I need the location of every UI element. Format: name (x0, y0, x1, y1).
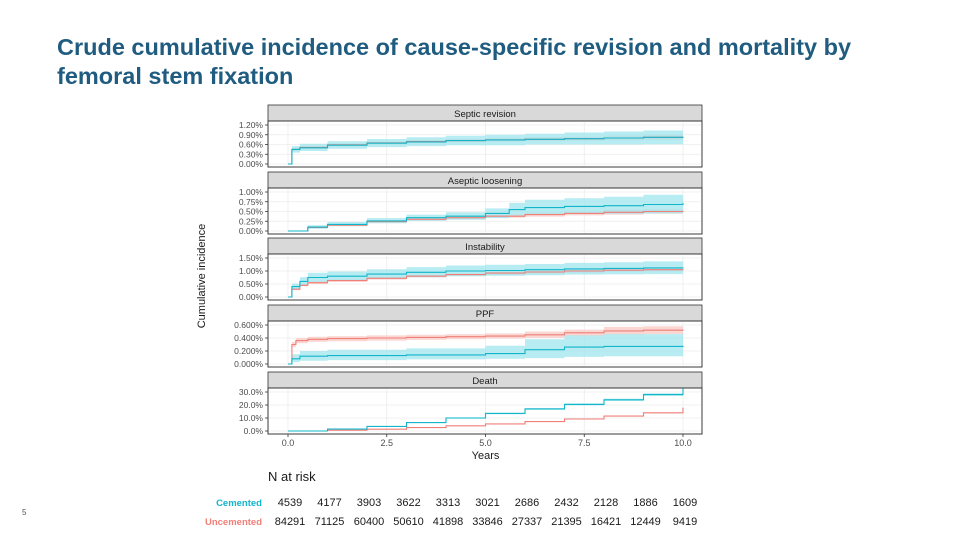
uncemented-incidence-line (288, 269, 684, 298)
y-axis-label: Cumulative incidence (196, 224, 208, 329)
y-tick-label: 0.600% (234, 320, 263, 330)
x-tick-label: 0.0 (282, 438, 295, 448)
risk-table-cell: 27337 (512, 516, 543, 528)
panel-border (267, 253, 703, 301)
facet-strip-label: PPF (476, 309, 495, 320)
panel-border (267, 387, 703, 435)
risk-table-cell: 4177 (317, 497, 341, 509)
y-tick-label: 10.0% (239, 413, 264, 423)
y-tick-label: 0.000% (234, 359, 263, 369)
risk-table-row-label: Cemented (216, 498, 262, 509)
y-tick-label: 0.60% (239, 140, 264, 150)
risk-table-title: N at risk (268, 469, 316, 484)
risk-table-cell: 1609 (673, 497, 697, 509)
y-tick-label: 0.30% (239, 149, 264, 159)
risk-table-cell: 3622 (396, 497, 420, 509)
uncemented-incidence-line (288, 407, 684, 432)
uncemented-incidence-line (288, 329, 684, 365)
facet-strip-label: Instability (465, 242, 505, 253)
cemented-incidence-line (288, 345, 684, 365)
y-tick-label: 0.00% (239, 226, 264, 236)
facet-panel: PPF 0.000% 0.200% 0.400% 0.600% (234, 304, 703, 369)
risk-table-cell: 4539 (278, 497, 302, 509)
x-tick-label: 5.0 (479, 438, 492, 448)
facet-panel: Septic revision 0.00%0.30%0.60%0.90%1.20% (239, 104, 703, 169)
uncemented-confidence-band (288, 325, 683, 364)
risk-table-cell: 84291 (275, 516, 306, 528)
cemented-incidence-line (288, 267, 684, 298)
y-tick-label: 1.00% (239, 266, 264, 276)
risk-table-cell: 60400 (354, 516, 385, 528)
y-tick-label: 1.20% (239, 120, 264, 130)
risk-table-cell: 21395 (551, 516, 582, 528)
y-tick-label: 30.0% (239, 387, 264, 397)
risk-table-cell: 9419 (673, 516, 697, 528)
x-tick-label: 7.5 (578, 438, 591, 448)
risk-table-cell: 33846 (472, 516, 503, 528)
facet-strip-label: Death (472, 376, 497, 387)
cemented-confidence-band (288, 332, 683, 364)
risk-table-cell: 50610 (393, 516, 424, 528)
y-tick-label: 0.75% (239, 197, 264, 207)
y-tick-label: 1.00% (239, 187, 264, 197)
slide-number: 5 (22, 508, 27, 517)
risk-table-cell: 3021 (475, 497, 499, 509)
risk-table-cell: 3903 (357, 497, 381, 509)
facet-panel: Aseptic loosening 0.00%0.25%0.50%0.75%1.0… (239, 171, 703, 236)
facet-panel: Death 0.0% 10.0% 20.0% 30.0% (239, 371, 703, 436)
facet-panel: Instability 0.00% 0.50% 1.00% 1.50% (239, 237, 703, 302)
risk-table-cell: 1886 (633, 497, 657, 509)
risk-table-cell: 12449 (630, 516, 661, 528)
y-tick-label: 1.50% (239, 253, 264, 263)
y-tick-label: 0.200% (234, 346, 263, 356)
y-tick-label: 0.0% (244, 426, 264, 436)
risk-table-cell: 71125 (315, 516, 345, 528)
risk-table-cell: 2686 (515, 497, 539, 509)
cemented-incidence-line (288, 202, 684, 232)
y-tick-label: 0.50% (239, 207, 264, 217)
panel-background (267, 387, 703, 435)
y-tick-label: 0.50% (239, 279, 264, 289)
cemented-incidence-line (288, 388, 684, 432)
cemented-confidence-band (288, 260, 683, 297)
risk-table-cell: 2432 (554, 497, 578, 509)
y-tick-label: 0.25% (239, 216, 264, 226)
cemented-incidence-line (288, 136, 684, 165)
facet-strip-label: Septic revision (454, 109, 516, 120)
risk-table-row-label: Uncemented (205, 517, 262, 528)
x-tick-label: 10.0 (674, 438, 692, 448)
slide-title: Crude cumulative incidence of cause-spec… (57, 34, 852, 89)
risk-table-cell: 2128 (594, 497, 618, 509)
y-tick-label: 0.90% (239, 130, 264, 140)
panel-border (267, 320, 703, 368)
facet-strip-label: Aseptic loosening (448, 176, 522, 187)
risk-table-cell: 16421 (591, 516, 622, 528)
panel-border (267, 120, 703, 168)
x-axis-label: Years (472, 450, 500, 462)
y-tick-label: 0.00% (239, 292, 264, 302)
y-tick-label: 0.400% (234, 333, 263, 343)
y-tick-label: 20.0% (239, 400, 264, 410)
y-tick-label: 0.00% (239, 159, 264, 169)
x-tick-label: 2.5 (380, 438, 393, 448)
risk-table-cell: 41898 (433, 516, 464, 528)
panel-border (267, 187, 703, 235)
risk-table-cell: 3313 (436, 497, 460, 509)
